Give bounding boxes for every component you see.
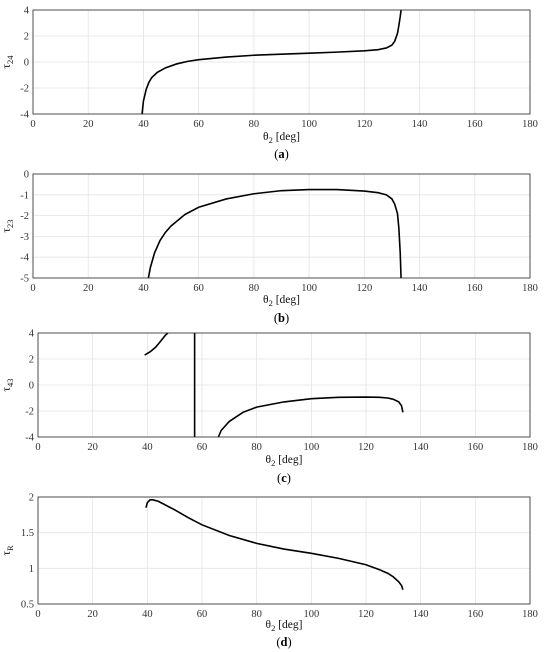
y-axis-label: τ43 bbox=[1, 378, 15, 391]
y-tick-label: -4 bbox=[20, 253, 29, 264]
x-tick-label: 80 bbox=[251, 442, 262, 453]
x-tick-label: 60 bbox=[193, 119, 204, 130]
panel-caption: (b) bbox=[274, 311, 289, 325]
x-tick-label: 100 bbox=[301, 119, 317, 130]
y-tick-label: -3 bbox=[20, 232, 29, 243]
x-tick-label: 60 bbox=[197, 609, 208, 620]
x-tick-label: 120 bbox=[358, 442, 374, 453]
x-tick-label: 20 bbox=[83, 119, 94, 130]
x-tick-label: 160 bbox=[467, 283, 483, 294]
panel-caption: (a) bbox=[274, 147, 289, 161]
x-tick-label: 0 bbox=[30, 283, 35, 294]
y-tick-label: 2 bbox=[29, 355, 34, 366]
x-axis-label: θ2 [deg] bbox=[263, 294, 300, 308]
y-tick-label: 2 bbox=[29, 493, 34, 504]
y-tick-label: 0 bbox=[24, 170, 29, 181]
plot-frame bbox=[37, 496, 531, 605]
series-line-1 bbox=[145, 499, 404, 590]
x-tick-label: 20 bbox=[87, 442, 98, 453]
x-tick-label: 120 bbox=[356, 283, 372, 294]
x-tick-label: 40 bbox=[142, 609, 153, 620]
x-tick-label: 100 bbox=[301, 283, 317, 294]
y-tick-label: -4 bbox=[25, 433, 34, 444]
x-tick-label: 180 bbox=[522, 442, 538, 453]
series-line-1 bbox=[141, 9, 402, 115]
series-line-3 bbox=[217, 396, 404, 438]
y-axis-label: τR bbox=[1, 545, 15, 556]
panel-caption: (c) bbox=[277, 471, 291, 485]
x-axis-label: θ2 [deg] bbox=[266, 619, 303, 633]
series-line-1 bbox=[144, 332, 169, 356]
x-tick-label: 0 bbox=[35, 442, 40, 453]
x-tick-label: 180 bbox=[522, 119, 538, 130]
x-axis-label: θ2 [deg] bbox=[263, 131, 300, 145]
x-tick-label: 80 bbox=[249, 119, 260, 130]
y-tick-label: 0 bbox=[29, 381, 34, 392]
y-tick-label: 2 bbox=[24, 32, 29, 43]
y-tick-label: 1.5 bbox=[21, 528, 34, 539]
y-tick-label: 1 bbox=[29, 564, 34, 575]
y-tick-label: -5 bbox=[20, 274, 29, 285]
x-tick-label: 120 bbox=[356, 119, 372, 130]
x-tick-label: 60 bbox=[197, 442, 208, 453]
y-tick-label: 4 bbox=[24, 6, 30, 17]
chart-panel-b: 0 20 40 60 80 100 120 140 160 180 -5 -4 -3 -2 -1 0 θ2 [d… bbox=[1, 170, 538, 326]
chart-panel-d: 0 20 40 60 80 100 120 140 160 180 0.5 1 1.5 2 θ2 [deg]… bbox=[1, 493, 538, 650]
y-axis-label: τ23 bbox=[1, 219, 15, 232]
x-tick-label: 160 bbox=[467, 609, 483, 620]
y-tick-label: 4 bbox=[29, 329, 35, 340]
y-tick-label: -2 bbox=[20, 84, 29, 95]
chart-panel-c: 0 20 40 60 80 100 120 140 160 180 -4 -2 0 2 4 θ2 [deg] τ… bbox=[1, 329, 538, 486]
x-tick-label: 20 bbox=[83, 283, 94, 294]
x-tick-label: 0 bbox=[30, 119, 35, 130]
y-tick-label: -2 bbox=[25, 407, 34, 418]
y-tick-label: -2 bbox=[20, 211, 29, 222]
y-tick-label: 0.5 bbox=[21, 600, 34, 611]
x-tick-label: 20 bbox=[87, 609, 98, 620]
chart-panel-a: 0 20 40 60 80 100 120 140 160 180 -4 -2 0 2 4 θ2 [deg] τ… bbox=[1, 6, 538, 162]
y-tick-label: -4 bbox=[20, 110, 29, 121]
x-tick-label: 40 bbox=[138, 119, 149, 130]
plot-frame bbox=[32, 173, 531, 279]
x-tick-label: 80 bbox=[249, 283, 260, 294]
x-tick-label: 120 bbox=[358, 609, 374, 620]
x-axis-label: θ2 [deg] bbox=[266, 454, 303, 468]
x-tick-label: 180 bbox=[522, 283, 538, 294]
x-tick-label: 140 bbox=[412, 119, 428, 130]
x-tick-label: 160 bbox=[467, 119, 483, 130]
y-tick-label: 0 bbox=[24, 58, 29, 69]
x-tick-label: 140 bbox=[413, 442, 429, 453]
x-tick-label: 0 bbox=[35, 609, 40, 620]
x-tick-label: 40 bbox=[138, 283, 149, 294]
series-line-1 bbox=[147, 188, 402, 279]
x-tick-label: 60 bbox=[193, 283, 204, 294]
x-tick-label: 160 bbox=[467, 442, 483, 453]
panel-caption: (d) bbox=[276, 635, 291, 649]
x-tick-label: 100 bbox=[303, 442, 319, 453]
x-tick-label: 140 bbox=[412, 283, 428, 294]
x-tick-label: 80 bbox=[251, 609, 262, 620]
y-axis-label: τ24 bbox=[1, 55, 15, 69]
y-tick-label: -1 bbox=[20, 190, 29, 201]
plot-frame bbox=[37, 332, 531, 438]
x-tick-label: 40 bbox=[142, 442, 153, 453]
x-tick-label: 100 bbox=[303, 609, 319, 620]
x-tick-label: 180 bbox=[522, 609, 538, 620]
x-tick-label: 140 bbox=[413, 609, 429, 620]
plot-frame bbox=[32, 9, 531, 115]
